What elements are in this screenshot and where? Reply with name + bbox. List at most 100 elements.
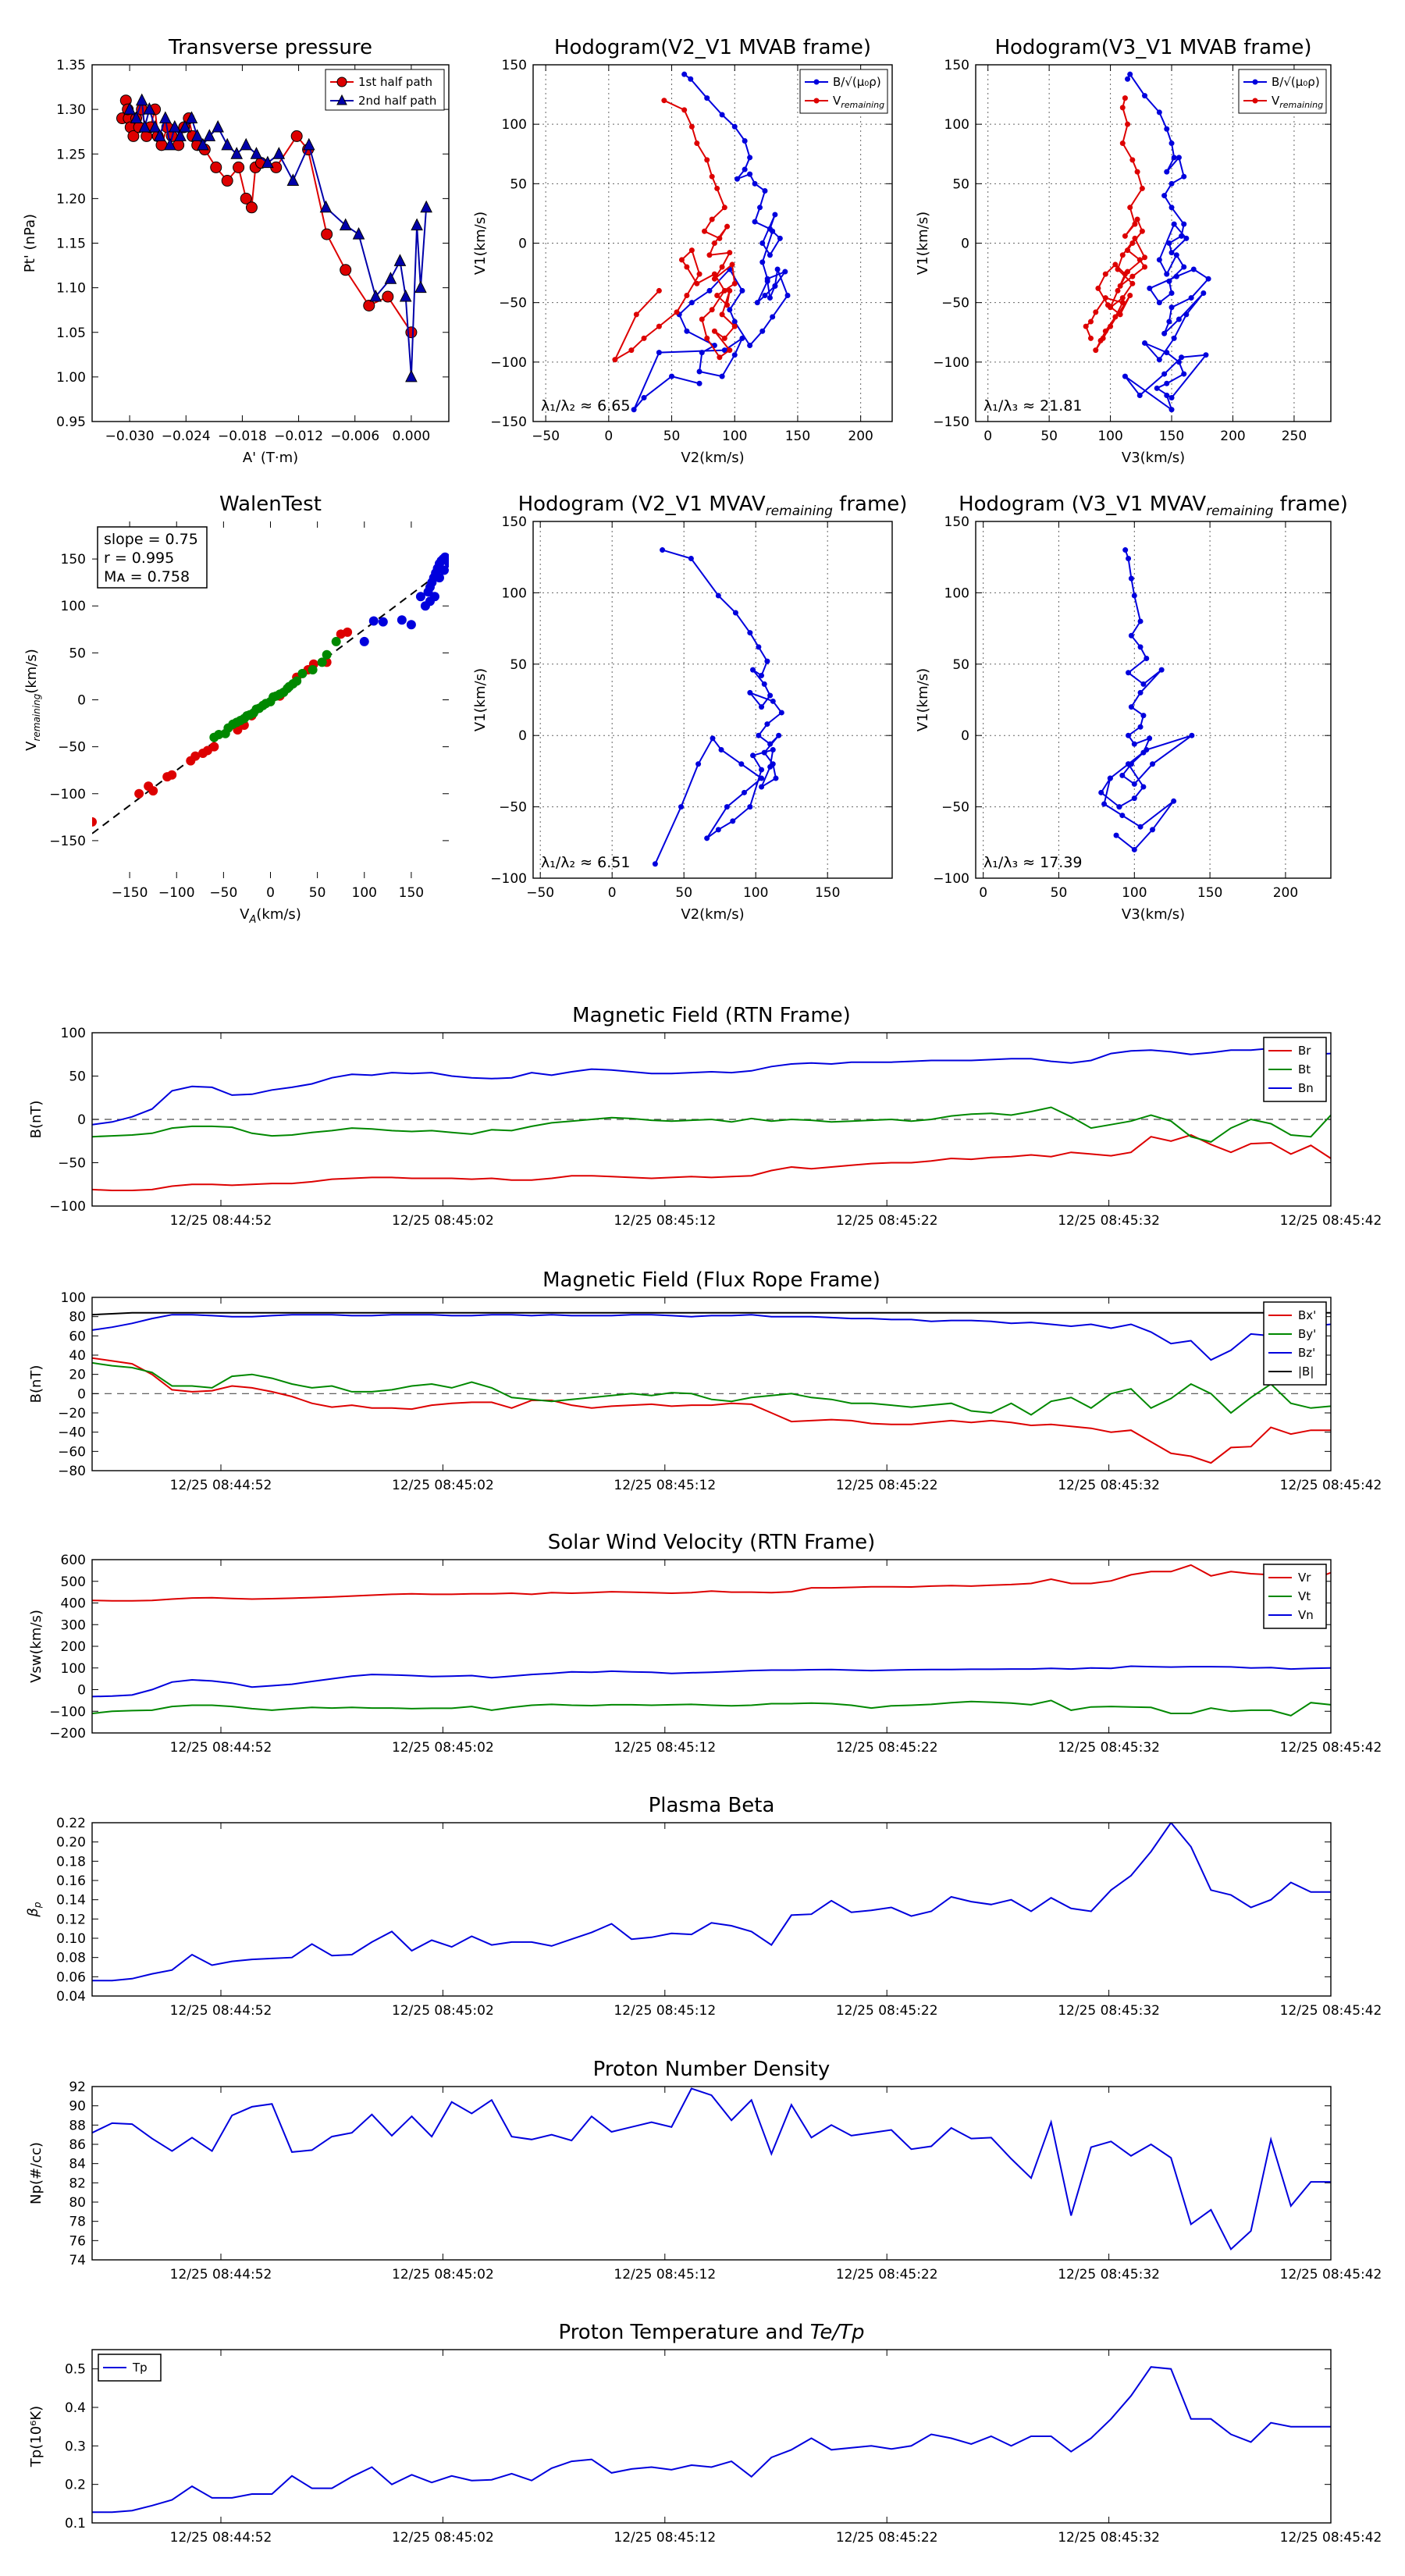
x-axis-label: VA(km/s)	[240, 906, 301, 926]
time-tick-label: 12/25 08:45:22	[836, 1478, 938, 1493]
y-tick-label: 300	[61, 1617, 86, 1633]
data-point	[721, 347, 727, 354]
data-point	[1183, 311, 1190, 318]
data-point	[1142, 93, 1148, 99]
data-point	[1117, 311, 1123, 318]
data-point	[1126, 556, 1132, 562]
data-point	[240, 137, 253, 151]
y-tick-label: −100	[490, 355, 527, 371]
data-point	[628, 347, 635, 354]
data-point	[1122, 95, 1128, 101]
x-axis-label: V3(km/s)	[1122, 450, 1185, 466]
data-point	[1122, 373, 1128, 379]
data-point	[719, 264, 725, 270]
y-tick-label: 78	[69, 2215, 86, 2230]
data-point	[369, 289, 382, 302]
chart-title: Hodogram (V2_V1 MVAVremaining frame)	[518, 493, 908, 519]
data-point	[352, 226, 365, 240]
y-tick-label: −50	[58, 1156, 86, 1172]
data-point	[641, 395, 647, 401]
data-point	[704, 157, 710, 163]
data-point	[1158, 667, 1165, 673]
chart-title: Magnetic Field (RTN Frame)	[572, 1004, 851, 1027]
data-point	[684, 328, 690, 334]
y-tick-label: 150	[61, 552, 86, 568]
y-tick-label: 1.05	[56, 326, 86, 341]
y-tick-label: 500	[61, 1574, 86, 1590]
data-point	[1137, 618, 1144, 624]
y-axis-label: B(nT)	[28, 1101, 44, 1139]
y-tick-label: 0	[77, 1112, 86, 1128]
y-tick-label: 80	[69, 1310, 86, 1325]
data-point	[169, 119, 181, 133]
data-point	[290, 130, 303, 142]
series-line-Np	[92, 2087, 1331, 2251]
data-point	[711, 271, 717, 277]
y-tick-label: 150	[944, 514, 969, 530]
data-point	[221, 137, 233, 151]
x-tick-label: 150	[399, 885, 424, 901]
ts_vsw-frame	[91, 1559, 1332, 1734]
data-point-red	[92, 817, 97, 827]
data-point	[770, 746, 776, 753]
legend: Bx' By' Bz' |B|	[1263, 1301, 1327, 1386]
data-point	[767, 252, 773, 258]
data-point	[1176, 155, 1182, 161]
y-tick-label: 92	[69, 2080, 86, 2095]
y-tick-label: 40	[69, 1348, 86, 1364]
data-point	[302, 137, 315, 151]
data-point	[1126, 761, 1132, 767]
chart-title: Hodogram(V2_V1 MVAB frame)	[554, 36, 871, 59]
legend-box	[1263, 1301, 1327, 1386]
data-point	[1168, 395, 1175, 401]
data-point	[1171, 221, 1177, 227]
data-point	[747, 689, 753, 696]
stats-text: r = 0.995	[104, 550, 174, 567]
data-point	[696, 271, 702, 277]
time-tick-label: 12/25 08:45:32	[1058, 1478, 1160, 1493]
data-point	[727, 287, 733, 294]
ts_beta-plot-area	[92, 1823, 1331, 1982]
data-point	[272, 147, 286, 159]
data-point	[1144, 746, 1150, 753]
ts_tp-plot-area	[92, 2366, 1331, 2514]
data-point	[631, 407, 637, 413]
legend-label: Vt	[1298, 1589, 1311, 1603]
data-point	[719, 373, 725, 379]
data-point	[681, 71, 688, 77]
data-point	[777, 235, 783, 241]
series-line-B	[92, 1311, 1331, 1316]
data-point	[1164, 350, 1170, 356]
data-point	[641, 335, 647, 341]
h3-plot-area	[652, 547, 784, 867]
data-point	[393, 254, 407, 266]
data-point	[704, 95, 710, 101]
data-point	[706, 287, 713, 294]
data-point	[1173, 273, 1179, 279]
y-tick-label: 1.10	[56, 281, 86, 297]
series-line-1	[1100, 550, 1193, 851]
data-point-red	[209, 742, 219, 752]
data-point	[684, 293, 690, 299]
data-point	[741, 789, 747, 795]
x-axis-label: V2(km/s)	[681, 450, 744, 466]
data-point	[756, 644, 762, 650]
data-point	[764, 658, 770, 664]
time-tick-label: 12/25 08:45:22	[836, 2530, 938, 2546]
y-tick-label: 150	[502, 58, 527, 73]
data-point	[752, 219, 758, 225]
y-tick-label: 400	[61, 1596, 86, 1612]
data-point	[696, 380, 702, 386]
x-tick-label: 250	[1282, 429, 1307, 444]
data-point	[1179, 354, 1185, 361]
data-point	[414, 280, 427, 294]
data-point-blue	[444, 557, 449, 568]
data-point	[747, 171, 753, 177]
legend-label: 2nd half path	[358, 94, 436, 108]
data-point	[1147, 735, 1153, 742]
data-point	[767, 741, 774, 747]
data-point	[732, 610, 738, 616]
data-point	[761, 749, 767, 756]
data-point	[727, 250, 733, 256]
data-point	[1102, 271, 1108, 277]
